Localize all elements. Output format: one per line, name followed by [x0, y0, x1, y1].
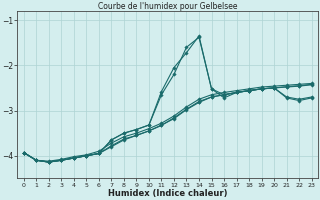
Title: Courbe de l'humidex pour Gelbelsee: Courbe de l'humidex pour Gelbelsee	[98, 2, 237, 11]
X-axis label: Humidex (Indice chaleur): Humidex (Indice chaleur)	[108, 189, 228, 198]
